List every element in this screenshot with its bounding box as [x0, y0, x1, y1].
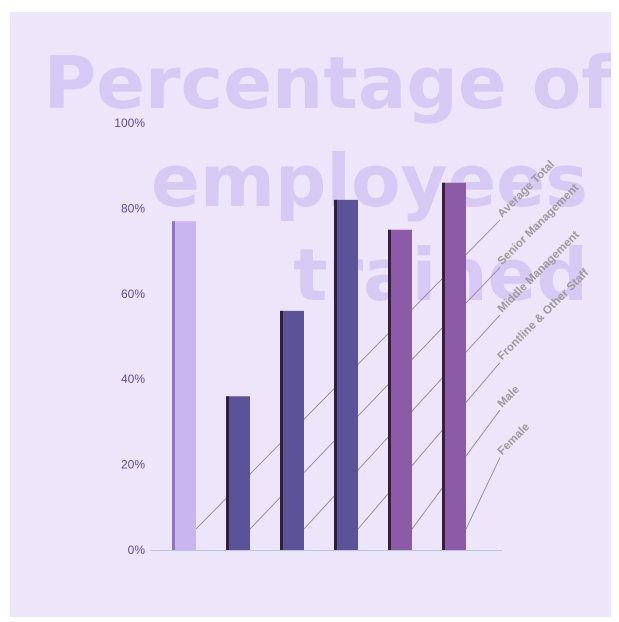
bar-body: [334, 199, 358, 551]
chart-panel: Percentage of employees trained 0% 20% 40%…: [10, 12, 611, 617]
bar-body: [172, 221, 196, 550]
bar-edge: [226, 396, 229, 550]
category-label: Male: [496, 384, 523, 411]
y-tick-label: 60%: [121, 287, 145, 301]
bar: [172, 221, 196, 550]
bar-edge: [280, 310, 283, 550]
bar: [334, 199, 358, 551]
y-tick-label: 20%: [121, 458, 145, 472]
employees-trained-bar-chart: Percentage of employees trained 0% 20% 40%…: [43, 41, 611, 557]
bar: [388, 229, 412, 550]
y-axis-tick-labels: 0% 20% 40% 60% 80% 100%: [114, 116, 145, 557]
bar-body: [388, 229, 412, 550]
bars: [172, 182, 466, 551]
bar: [442, 182, 466, 550]
bar-body: [442, 182, 466, 550]
leader-line: [465, 457, 501, 530]
bar-body: [226, 396, 250, 550]
y-tick-label: 40%: [121, 372, 145, 386]
category-label: Female: [496, 421, 533, 458]
y-tick-label: 80%: [121, 201, 145, 215]
bar: [226, 396, 250, 550]
bar-edge: [442, 182, 445, 550]
bar-edge: [334, 199, 337, 551]
bar-body: [280, 310, 304, 550]
chart-title: Percentage of employees trained: [43, 41, 611, 317]
bar-edge: [388, 229, 391, 550]
title-line-2: employees: [151, 139, 588, 223]
y-tick-label: 0%: [128, 543, 146, 557]
leader-line: [357, 362, 501, 530]
y-tick-label: 100%: [114, 116, 145, 130]
bar: [280, 310, 304, 550]
title-line-1: Percentage of: [43, 41, 611, 125]
bar-edge: [172, 221, 175, 550]
